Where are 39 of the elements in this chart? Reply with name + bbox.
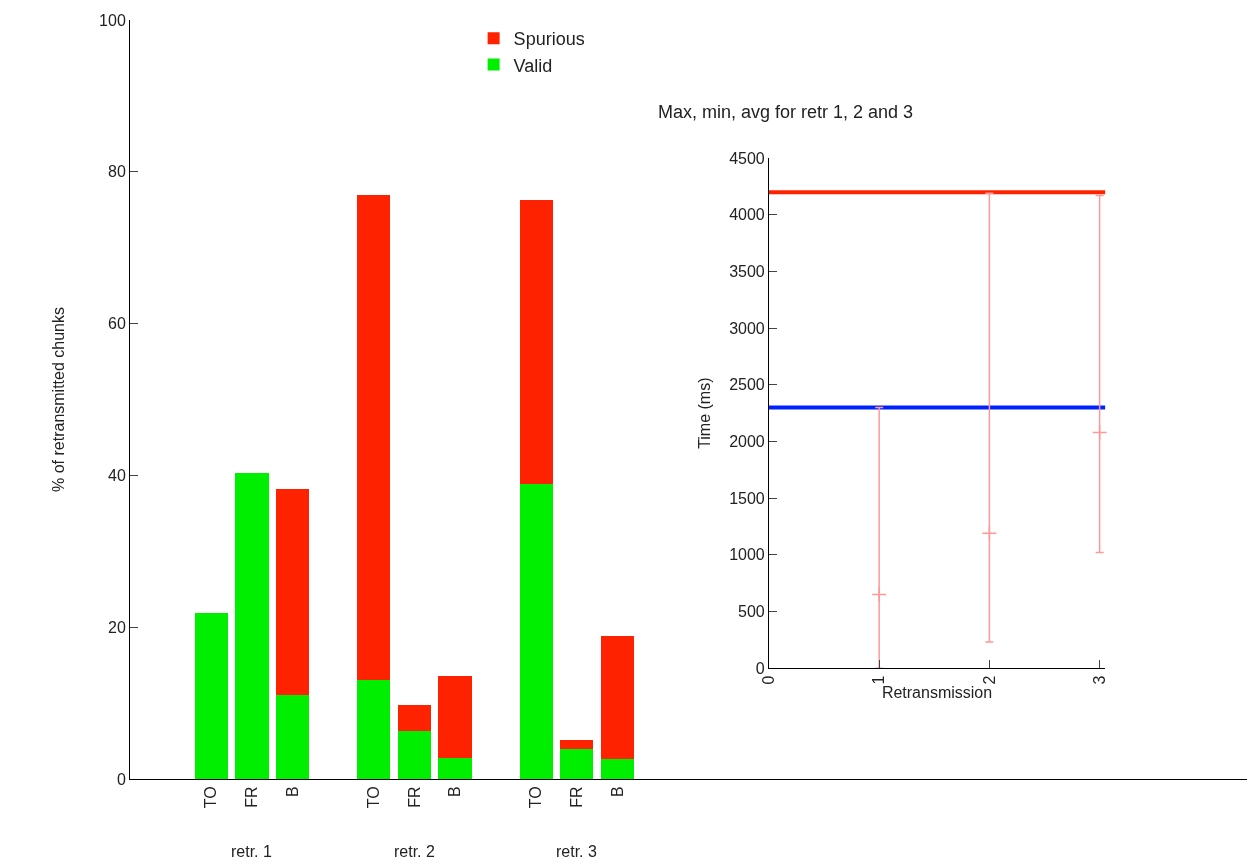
x-tick-label: 0 (760, 675, 778, 685)
x-tick-label: TO (364, 786, 382, 809)
y-tick-label: 3500 (729, 263, 765, 281)
point (1091, 424, 1108, 441)
x-tick-label: 1 (870, 675, 888, 685)
point (981, 525, 998, 542)
x-tick-label: B (283, 786, 301, 798)
y-tick-label: 1500 (729, 489, 765, 507)
y-axis-title: % of retransmitted chunks (50, 307, 67, 492)
x-tick-label: 3 (1090, 675, 1108, 685)
text: retr. 1 (231, 843, 273, 860)
y-tick-label: 4500 (729, 149, 765, 167)
y-tick-label: 20 (108, 618, 126, 636)
y-tick-label: 2000 (729, 433, 765, 451)
legend-label: Spurious (513, 29, 585, 50)
x-tick-label: B (446, 786, 464, 798)
chart-title: Max, min, avg for retr 1, 2 and 3 (658, 102, 914, 122)
x-tick-label: FR (405, 786, 423, 808)
y-axis-title: Time (ms) (696, 377, 714, 449)
y-tick-label: 60 (108, 315, 126, 333)
y-tick-label: 3000 (729, 319, 765, 337)
y-tick-label: 80 (108, 163, 126, 181)
y-tick-label: 100 (99, 11, 126, 29)
y-tick-label: 2500 (729, 376, 765, 394)
x-tick-label: 2 (980, 675, 998, 685)
x-tick-label: TO (202, 786, 220, 809)
x-tick-label: B (608, 786, 626, 798)
legend-label: Valid (513, 55, 553, 76)
y-tick-label: 1000 (729, 546, 765, 564)
y-tick-label: 500 (738, 603, 765, 621)
text: retr. 2 (394, 843, 436, 860)
x-axis-title: Retransmission (881, 684, 993, 702)
x-tick-label: FR (568, 786, 585, 808)
text: retr. 3 (556, 843, 598, 860)
y-tick-label: 40 (108, 467, 126, 484)
y-tick-label: 4000 (729, 206, 765, 224)
x-tick-label: TO (527, 786, 545, 809)
x-tick-label: FR (243, 786, 261, 808)
point (871, 586, 887, 603)
